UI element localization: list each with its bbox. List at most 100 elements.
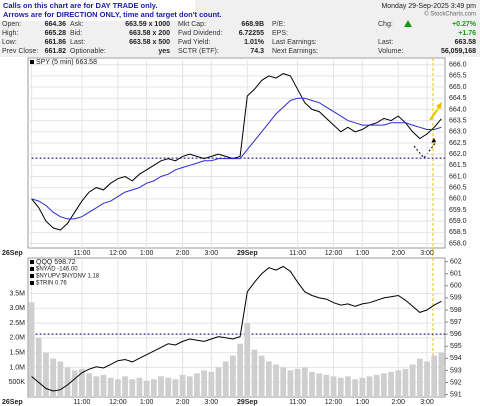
volume-bar: [359, 377, 366, 397]
notice: Arrows are for DIRECTION ONLY, time and …: [3, 10, 222, 19]
legend-entry: $NYUPV:$NYDNV 1.18: [36, 274, 100, 280]
x-tick-label: 12:00: [325, 399, 343, 406]
x-tick-label: 29Sep: [237, 250, 258, 257]
y-tick-label: 661.5: [449, 162, 467, 169]
annotation-arrow: [413, 141, 437, 159]
quote-cell: Fwd Dividend:: [178, 30, 222, 37]
volume-bar: [86, 373, 92, 397]
volume: 56,059,168: [441, 48, 476, 55]
x-tick-label: 3:00: [205, 250, 219, 257]
volume-bar: [172, 379, 179, 397]
legend-entry: $NYAD -146.00: [36, 267, 78, 273]
x-tick-label: 29Sep: [237, 399, 258, 406]
date: Monday 29-Sep-2025 3:49 pm: [381, 3, 476, 10]
volume-bar: [301, 367, 308, 397]
quote-cell: Fwd Yield:: [178, 39, 210, 46]
volume-bar: [251, 349, 258, 397]
volume-bar: [215, 367, 222, 397]
chg-pct: +0.27%: [452, 21, 477, 28]
y-tick-label: 662.0: [449, 151, 467, 158]
y-tick-label: 3.0M: [9, 305, 25, 312]
y-tick-label: 661.0: [449, 173, 467, 180]
volume-bar: [431, 355, 438, 397]
quote-cell: Mkt Cap:: [178, 21, 206, 28]
y-tick-label: 660.5: [449, 184, 467, 191]
quote-cell: 1.01%: [244, 39, 265, 46]
x-tick-label: 12:00: [109, 250, 127, 257]
volume-bar: [43, 352, 49, 397]
quote-cell: Next Earnings:: [272, 48, 318, 55]
volume-bar: [352, 379, 359, 397]
volume-bar: [273, 364, 279, 397]
quote-cell: yes: [158, 48, 170, 55]
volume-bar: [57, 361, 64, 397]
y-tick-label: 1.5M: [9, 349, 25, 356]
volume-bar: [64, 367, 71, 397]
chg-label: Chg:: [378, 21, 393, 28]
volume-bar: [100, 374, 107, 397]
legend-entry: QQQ 598.72: [36, 259, 76, 266]
y2-tick-label: 593: [450, 367, 462, 374]
quote-cell: Ask:: [70, 21, 84, 28]
y-tick-label: 659.5: [449, 207, 467, 214]
y-tick-label: 663.5: [449, 117, 467, 124]
y-tick-label: 665.0: [449, 84, 467, 91]
volume-bar: [194, 373, 200, 397]
watermark: © StockCharts.com: [424, 11, 476, 18]
y2-tick-label: 597: [450, 319, 462, 326]
price-frame: [27, 57, 446, 249]
x-tick-label: 11:00: [73, 250, 90, 257]
volume-bar: [237, 343, 243, 397]
volume-bar: [79, 368, 85, 397]
volume-bar: [230, 355, 236, 397]
lower-frame: [27, 257, 446, 398]
volume-bar: [28, 302, 35, 397]
y-tick-label: 664.0: [449, 106, 467, 113]
chg: +1.76: [458, 30, 476, 37]
series-line: [31, 97, 442, 220]
quote-cell: 664.36: [45, 21, 67, 28]
quote-cell: SCTR (ETF):: [178, 48, 219, 55]
y2-tick-label: 598: [450, 307, 462, 314]
quote-cell: P/E:: [272, 21, 285, 28]
quote-cell: 663.58 x 200: [129, 30, 170, 37]
volume-bar: [136, 377, 143, 397]
volume-bar: [424, 361, 430, 397]
y-tick-label: 658.5: [449, 229, 467, 236]
y2-tick-label: 599: [450, 295, 462, 302]
last-label: Last:: [378, 39, 393, 46]
volume-bar: [114, 379, 121, 397]
y2-tick-label: 592: [450, 379, 462, 386]
quote-cell: EPS:: [272, 30, 288, 37]
y-tick-label: 664.5: [449, 95, 467, 102]
x-tick-label: 12:00: [109, 399, 127, 406]
quote-cell: Prev Close:: [2, 48, 38, 55]
quote-cell: Last Earnings:: [272, 39, 317, 46]
quote-cell: 663.58 x 500: [129, 39, 170, 46]
y-tick-label: 2.5M: [9, 320, 25, 327]
volume-bar: [388, 371, 394, 397]
quote-cell: 668.9B: [241, 21, 264, 28]
x-tick-label: 1:00: [140, 250, 154, 257]
series-line: [31, 73, 442, 231]
volume-bar: [345, 376, 351, 397]
x-tick-label: 2:00: [391, 250, 405, 257]
volume-bar: [316, 373, 323, 397]
volume-bar: [201, 370, 208, 397]
volume-bar: [71, 370, 78, 397]
volume-bar: [186, 376, 193, 397]
volume-bar: [438, 352, 445, 397]
volume-bar: [35, 337, 42, 397]
volume-bar: [244, 323, 251, 397]
legend-entry: SPY (5 min) 663.58: [36, 59, 97, 66]
x-tick-label: 3:00: [205, 399, 219, 406]
volume-bar: [143, 380, 150, 397]
quote-cell: 661.82: [45, 48, 67, 55]
x-tick-label: 11:00: [289, 399, 306, 406]
x-tick-label: 2:00: [176, 399, 190, 406]
x-tick-label: 2:00: [391, 399, 405, 406]
volume-bar: [107, 377, 114, 397]
volume-bar: [129, 379, 136, 397]
quote-cell: 665.28: [45, 30, 67, 37]
